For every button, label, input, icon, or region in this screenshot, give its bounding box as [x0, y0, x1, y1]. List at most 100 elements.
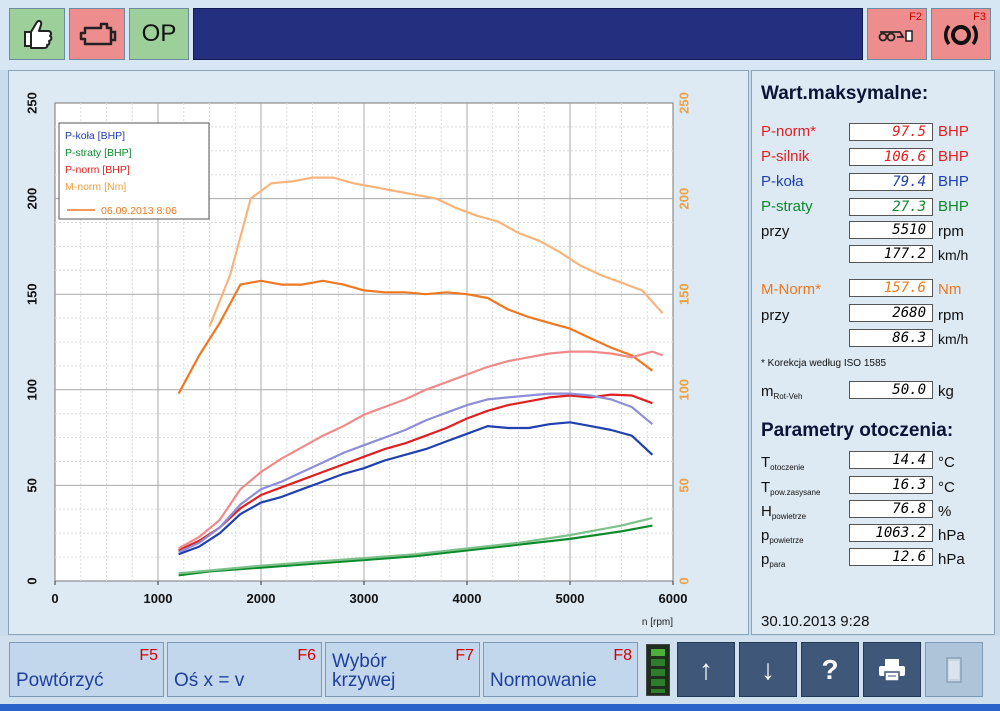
humidity-main: H [761, 503, 772, 520]
x-axis-label: n [rpm] [642, 617, 673, 628]
x-tick-label: 1000 [144, 591, 173, 606]
curve-select-line2: krzywej [332, 670, 396, 691]
normalization-label: Normowanie [490, 670, 597, 691]
power-torque-chart: 0 1000 2000 3000 4000 5000 6000 0 50 100 150 200 25… [24, 92, 691, 628]
max-torque-speed-value: 86.3 [849, 329, 933, 347]
curve-select-button[interactable]: F7 Wybór krzywej [325, 642, 480, 697]
iso-footnote: * Korekcja według ISO 1585 [761, 358, 887, 369]
max-torque-rpm-value: 2680 [849, 304, 933, 322]
arrow-down-icon: ↓ [761, 653, 775, 685]
vapor-pressure-sub: para [769, 560, 786, 569]
x-axis-speed-label: Oś x = v [174, 670, 245, 691]
bottom-toolbar: F5 Powtórzyć F6 Oś x = v F7 Wybór krzywej… [0, 636, 1000, 711]
repeat-label: Powtórzyć [16, 670, 104, 691]
series-line-p-straty-bhp [178, 524, 653, 577]
left-y-tick-label: 200 [24, 188, 39, 210]
right-y-tick-label: 50 [676, 478, 691, 492]
level-indicator [646, 644, 670, 696]
air-pressure-main: p [761, 527, 770, 544]
x-axis-ticks: 0 1000 2000 3000 4000 5000 6000 [51, 581, 687, 606]
repeat-button[interactable]: F5 Powtórzyć [9, 642, 164, 697]
chart-panel: 0 1000 2000 3000 4000 5000 6000 0 50 100 150 200 25… [8, 70, 749, 635]
title-bar [193, 8, 863, 60]
x-tick-label: 2000 [247, 591, 276, 606]
t-intake-value: 16.3 [849, 476, 933, 494]
scroll-down-button[interactable]: ↓ [739, 642, 797, 697]
p-kola-label: P-koła [761, 173, 804, 190]
p-silnik-label: P-silnik [761, 148, 810, 165]
op-label: OP [141, 20, 177, 47]
x-tick-label: 6000 [659, 591, 688, 606]
vapor-pressure-label: ppara [761, 551, 785, 569]
left-y-tick-label: 150 [24, 283, 39, 305]
air-pressure-sub: powietrze [769, 536, 804, 545]
door-icon [946, 656, 962, 683]
p-straty-value: 27.3 [849, 198, 933, 216]
series-line-p-norm-bhp [178, 393, 653, 552]
humidity-value: 76.8 [849, 500, 933, 518]
f2-button[interactable]: F2 [867, 8, 927, 60]
t-intake-main: T [761, 479, 771, 496]
right-y-tick-label: 100 [676, 379, 691, 401]
p-straty-label: P-straty [761, 198, 813, 215]
x-tick-label: 4000 [453, 591, 482, 606]
left-y-tick-label: 0 [24, 577, 39, 584]
roller-car-icon [878, 30, 913, 42]
vapor-pressure-value: 12.6 [849, 548, 933, 566]
thumbs-up-icon [24, 20, 53, 49]
f5-key-label: F5 [139, 647, 158, 664]
results-panel: Wart.maksymalne: P-norm* 97.5 BHP P-siln… [751, 70, 995, 635]
air-pressure-value: 1063.2 [849, 524, 933, 542]
right-y-axis-ticks: 0 50 100 150 200 250 [676, 92, 691, 584]
scroll-up-button[interactable]: ↑ [677, 642, 735, 697]
t-ambient-label: Totoczenie [761, 454, 804, 472]
p-kola-unit: BHP [938, 173, 969, 190]
air-pressure-label: ppowietrze [761, 527, 804, 545]
thumbs-up-button[interactable] [9, 8, 65, 60]
op-button[interactable]: OP [129, 8, 189, 60]
max-power-speed-value: 177.2 [849, 245, 933, 263]
left-y-tick-label: 250 [24, 92, 39, 114]
kmh-unit: km/h [938, 247, 969, 263]
f2-key-label: F2 [909, 11, 922, 23]
m-norm-value: 157.6 [849, 279, 933, 297]
rotating-mass-sub: Rot-Veh [773, 392, 803, 401]
przy-rpm-label: przy [761, 223, 790, 240]
print-button[interactable] [863, 642, 921, 697]
humidity-unit: % [938, 503, 952, 520]
max-power-rpm-value: 5510 [849, 221, 933, 239]
p-norm-unit: BHP [938, 123, 969, 140]
normalization-button[interactable]: F8 Normowanie [483, 642, 638, 697]
rpm-unit-2: rpm [938, 307, 964, 324]
p-kola-value: 79.4 [849, 173, 933, 191]
max-values-heading: Wart.maksymalne: [761, 83, 929, 104]
legend-p-kola: P-koła [BHP] [65, 130, 125, 142]
p-straty-unit: BHP [938, 198, 969, 215]
ambient-params-heading: Parametry otoczenia: [761, 420, 954, 441]
t-ambient-unit: °C [938, 454, 955, 471]
legend-run-date: 06.09.2013 8:06 [101, 205, 177, 217]
engine-icon [79, 22, 117, 46]
rpm-unit: rpm [938, 223, 964, 240]
engine-button[interactable] [69, 8, 125, 60]
t-ambient-sub: otoczenie [770, 463, 805, 472]
vapor-pressure-unit: hPa [938, 551, 965, 568]
right-y-tick-label: 200 [676, 188, 691, 210]
exit-button[interactable] [925, 642, 983, 697]
x-tick-label: 5000 [556, 591, 585, 606]
x-axis-speed-button[interactable]: F6 Oś x = v [167, 642, 322, 697]
series-line-p-norm-bhp-ref [178, 350, 664, 550]
help-button[interactable]: ? [801, 642, 859, 697]
x-tick-label: 0 [51, 591, 58, 606]
series-line-m-norm-nm [177, 279, 654, 395]
rotating-mass-main: m [761, 383, 774, 400]
t-intake-label: Tpow.zasysane [761, 479, 820, 497]
x-tick-label: 3000 [350, 591, 379, 606]
m-norm-label: M-Norm* [761, 281, 821, 298]
legend-p-straty: P-straty [BHP] [65, 147, 132, 159]
grid [55, 103, 673, 581]
f3-button[interactable]: F3 [931, 8, 991, 60]
t-intake-unit: °C [938, 479, 955, 496]
legend: P-koła [BHP] P-straty [BHP] P-norm [BHP]… [58, 122, 210, 220]
arrow-up-icon: ↑ [699, 653, 713, 685]
